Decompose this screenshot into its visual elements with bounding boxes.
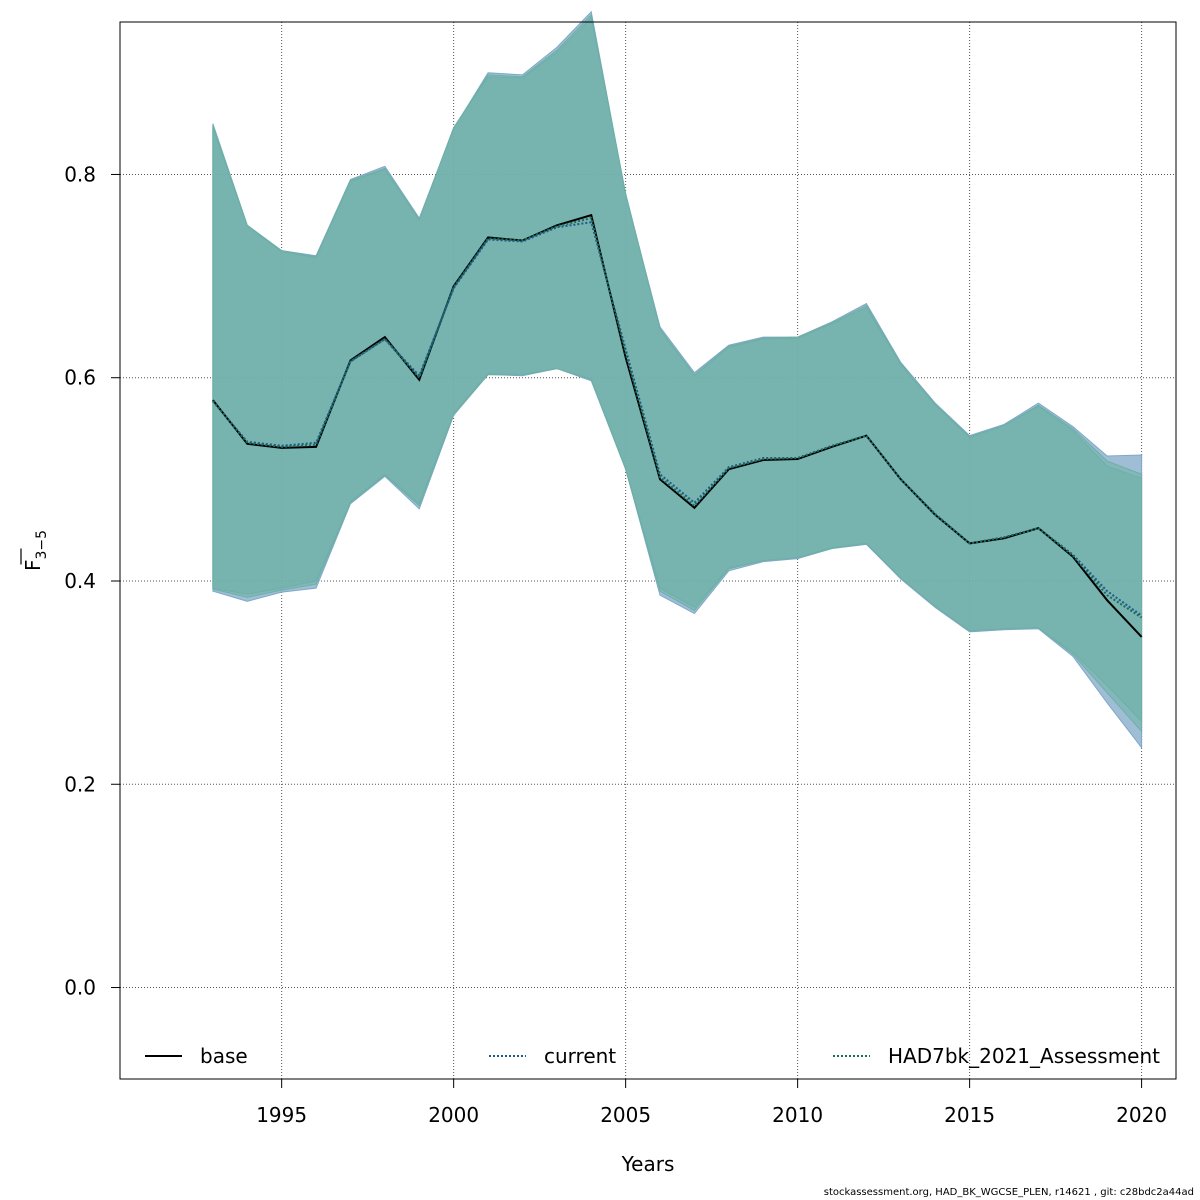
footer-credit: stockassessment.org, HAD_BK_WGCSE_PLEN, … bbox=[823, 1187, 1194, 1198]
y-tick-label: 0.6 bbox=[64, 366, 96, 390]
legend: base current HAD7bk_2021_Assessment bbox=[145, 1044, 1160, 1068]
legend-label-2: HAD7bk_2021_Assessment bbox=[888, 1044, 1160, 1068]
y-axis-ticks: 0.0 0.2 0.4 0.6 0.8 bbox=[64, 162, 120, 1000]
y-axis-title: F3−5 bbox=[20, 530, 50, 571]
legend-label-1: current bbox=[544, 1044, 616, 1068]
legend-label-0: base bbox=[200, 1044, 248, 1068]
plot-frame bbox=[119, 21, 1177, 1080]
confidence-band-2 bbox=[212, 13, 1143, 733]
x-tick-label: 2010 bbox=[772, 1103, 823, 1127]
series-line-1 bbox=[212, 221, 1143, 617]
series-line-2 bbox=[212, 216, 1143, 619]
x-tick-label: 2015 bbox=[944, 1103, 995, 1127]
series-lines bbox=[212, 213, 1143, 638]
confidence-bands bbox=[212, 10, 1143, 750]
y-tick-label: 0.2 bbox=[64, 772, 96, 796]
x-tick-label: 1995 bbox=[256, 1103, 307, 1127]
x-tick-label: 2000 bbox=[428, 1103, 479, 1127]
x-tick-label: 2005 bbox=[600, 1103, 651, 1127]
y-axis-title-text: F3−5 bbox=[21, 530, 50, 571]
x-axis-ticks: 1995 2000 2005 2010 2015 2020 bbox=[256, 1079, 1167, 1127]
y-tick-label: 0.8 bbox=[64, 162, 96, 186]
y-tick-label: 0.4 bbox=[64, 569, 96, 593]
y-axis-title-main: F bbox=[21, 560, 45, 572]
y-tick-label: 0.0 bbox=[64, 976, 96, 1000]
x-tick-label: 2020 bbox=[1116, 1103, 1167, 1127]
y-axis-title-subscript: 3−5 bbox=[34, 530, 50, 560]
series-line-0 bbox=[212, 213, 1143, 638]
x-axis-title: Years bbox=[621, 1152, 675, 1176]
